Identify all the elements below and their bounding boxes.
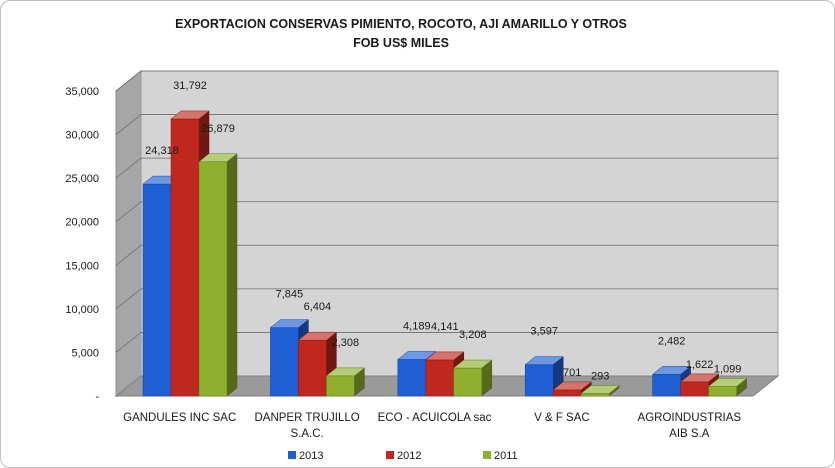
data-label: 3,597 <box>530 326 558 338</box>
y-tick-label: 5,000 <box>71 347 99 359</box>
legend-swatch <box>483 451 491 459</box>
x-category-label: GANDULES INC SAC <box>123 412 236 424</box>
data-label: 1,622 <box>686 359 714 371</box>
data-label: 2,308 <box>332 337 360 349</box>
gridline <box>115 114 778 135</box>
x-category-label: ECO - ACUICOLA sac <box>378 412 492 424</box>
y-tick-label: 15,000 <box>65 260 99 272</box>
y-axis-ticks: - 5,000 10,000 15,000 20,000 25,000 30,000 35,0… <box>65 86 99 403</box>
data-label: 24,318 <box>145 145 179 157</box>
data-label: 26,879 <box>201 123 235 135</box>
legend-item: 2012 <box>386 450 421 462</box>
data-label: 7,845 <box>276 289 304 301</box>
bars <box>142 110 748 397</box>
side-wall <box>115 69 142 398</box>
x-category-label: DANPER TRUJILLO S.A.C. <box>254 412 359 440</box>
bar <box>453 359 493 397</box>
x-category-label: AGROINDUSTRIAS AIB S.A <box>638 412 742 440</box>
legend-label: 2011 <box>494 450 518 462</box>
bar <box>325 367 366 397</box>
data-label: 31,792 <box>173 80 207 92</box>
legend-label: 2013 <box>299 450 323 462</box>
legend-swatch <box>386 451 394 459</box>
chart-subtitle: FOB US$ MILES <box>353 36 449 50</box>
y-tick-label: 20,000 <box>65 217 99 229</box>
bar <box>707 377 748 397</box>
gridlines <box>115 70 778 353</box>
legend: 2013 2012 2011 <box>288 450 518 462</box>
data-label: 293 <box>591 370 609 382</box>
y-tick-label: 25,000 <box>65 173 99 185</box>
gridline <box>115 157 778 179</box>
chart-title: EXPORTACION CONSERVAS PIMIENTO, ROCOTO, … <box>175 17 627 31</box>
legend-swatch <box>288 451 296 459</box>
data-label: 6,404 <box>304 301 332 313</box>
data-label: 4,189 <box>403 320 431 332</box>
legend-label: 2012 <box>397 450 421 462</box>
gridline <box>115 70 778 92</box>
data-label: 1,099 <box>714 363 742 375</box>
legend-item: 2011 <box>483 450 518 462</box>
data-label: 3,208 <box>459 329 487 341</box>
gridline <box>115 244 778 266</box>
bar <box>580 384 620 397</box>
gridline <box>115 332 778 353</box>
bar <box>524 356 564 397</box>
legend-item: 2013 <box>288 450 323 462</box>
data-label: 2,482 <box>658 335 686 347</box>
y-tick-label: - <box>95 391 99 403</box>
data-label: 701 <box>563 367 581 379</box>
x-axis-labels: GANDULES INC SAC DANPER TRUJILLO S.A.C. ECO… <box>123 412 741 440</box>
y-tick-label: 10,000 <box>65 304 99 316</box>
gridline <box>115 201 778 223</box>
x-category-label: V & F SAC <box>534 412 590 424</box>
data-label: 4,141 <box>431 321 459 333</box>
y-tick-label: 35,000 <box>65 86 99 98</box>
gridline <box>115 288 778 310</box>
y-tick-label: 30,000 <box>65 130 99 142</box>
bar <box>198 153 238 397</box>
back-wall <box>140 70 779 377</box>
